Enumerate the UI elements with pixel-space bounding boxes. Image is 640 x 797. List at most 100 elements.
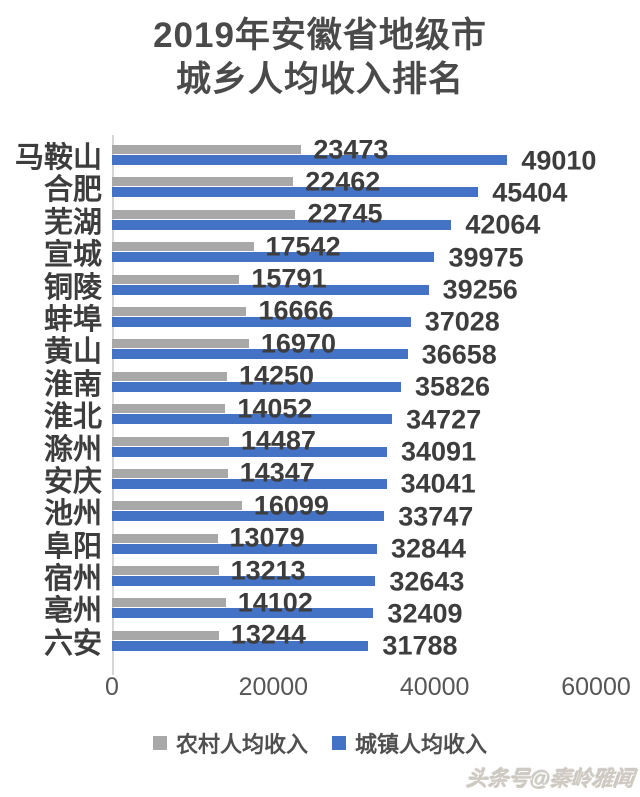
category-label: 黄山 xyxy=(43,336,102,369)
category-label: 池州 xyxy=(43,498,102,531)
urban-value-label: 34727 xyxy=(406,404,482,435)
rural-value-label: 13213 xyxy=(230,555,306,586)
chart-title-line1: 2019年安徽省地级市 xyxy=(153,16,487,55)
urban-bar xyxy=(112,284,429,295)
legend-label: 城镇人均收入 xyxy=(355,732,488,758)
rural-value-label: 16666 xyxy=(258,295,334,326)
rural-bar xyxy=(112,566,219,576)
rural-bar xyxy=(112,371,227,381)
legend-item: 农村人均收入 xyxy=(152,727,308,759)
chart-row: 蚌埠 16666 37028 xyxy=(0,297,640,337)
category-label: 铜陵 xyxy=(43,271,102,304)
row-plot: 22462 45404 xyxy=(112,168,596,208)
urban-bar xyxy=(112,543,377,554)
rural-value-label: 22462 xyxy=(305,166,381,197)
chart-row: 铜陵 15791 39256 xyxy=(0,265,640,305)
urban-value-label: 49010 xyxy=(521,145,597,175)
urban-value-label: 33747 xyxy=(398,501,474,532)
legend-swatch-icon xyxy=(152,736,167,751)
chart-row: 安庆 14347 34041 xyxy=(0,459,640,499)
row-plot: 16666 37028 xyxy=(112,297,596,337)
rural-bar xyxy=(112,339,249,349)
urban-value-label: 31788 xyxy=(382,630,458,661)
category-label: 宿州 xyxy=(43,563,102,596)
category-label: 阜阳 xyxy=(43,530,102,563)
rural-value-label: 13244 xyxy=(230,619,306,650)
x-axis-tick: 0 xyxy=(105,673,119,702)
watermark-text: 头条号@秦岭雅闻 xyxy=(465,768,636,791)
urban-bar xyxy=(112,187,479,198)
x-axis-tick: 40000 xyxy=(399,673,470,702)
urban-value-label: 37028 xyxy=(424,306,500,337)
urban-value-label: 32409 xyxy=(387,598,463,629)
rural-value-label: 14102 xyxy=(237,587,313,618)
chart-row: 阜阳 13079 32844 xyxy=(0,524,640,564)
chart-row: 淮北 14052 34727 xyxy=(0,395,640,435)
legend: 农村人均收入 城镇人均收入 xyxy=(0,727,640,759)
row-plot: 15791 39256 xyxy=(112,265,596,305)
chart-row: 池州 16099 33747 xyxy=(0,492,640,532)
rural-bar xyxy=(112,209,296,219)
chart-row: 淮南 14250 35826 xyxy=(0,362,640,402)
chart-row: 马鞍山 23473 49010 xyxy=(0,136,640,175)
x-axis-tick: 20000 xyxy=(238,673,309,702)
category-label: 淮南 xyxy=(43,368,102,401)
urban-value-label: 32844 xyxy=(390,533,467,564)
category-label: 马鞍山 xyxy=(14,142,102,174)
chart-row: 宿州 13213 32643 xyxy=(0,557,640,597)
category-label: 滁州 xyxy=(43,433,102,466)
row-plot: 14102 32409 xyxy=(112,589,596,629)
urban-bar xyxy=(112,219,452,230)
rural-value-label: 14250 xyxy=(238,360,315,391)
urban-value-label: 39256 xyxy=(442,274,518,305)
rural-value-label: 16970 xyxy=(260,328,336,359)
rural-value-label: 13079 xyxy=(229,522,305,553)
rural-bar xyxy=(112,404,226,414)
rural-bar xyxy=(112,242,254,252)
row-plot: 22745 42064 xyxy=(112,200,596,240)
urban-value-label: 32643 xyxy=(389,566,465,597)
rural-value-label: 23473 xyxy=(313,134,389,164)
rural-bar xyxy=(112,306,247,316)
urban-bar xyxy=(112,478,387,489)
legend-label: 农村人均收入 xyxy=(175,732,308,758)
rural-bar xyxy=(112,598,226,608)
urban-bar xyxy=(112,446,387,457)
row-plot: 13213 32643 xyxy=(112,557,596,597)
category-label: 芜湖 xyxy=(43,206,102,239)
urban-value-label: 34041 xyxy=(400,468,476,499)
category-label: 淮北 xyxy=(43,401,102,434)
urban-bar xyxy=(112,576,376,587)
row-plot: 14250 35826 xyxy=(112,362,596,402)
urban-value-label: 45404 xyxy=(492,177,568,208)
row-plot: 13244 31788 xyxy=(112,621,596,661)
chart-row: 滁州 14487 34091 xyxy=(0,427,640,467)
rural-bar xyxy=(112,630,219,640)
urban-value-label: 42064 xyxy=(465,209,541,240)
x-axis: 0 20000 40000 60000 xyxy=(105,673,631,705)
urban-value-label: 34091 xyxy=(401,436,477,467)
rural-bar xyxy=(112,436,229,446)
row-plot: 14487 34091 xyxy=(112,427,596,467)
urban-bar xyxy=(112,640,369,651)
rural-value-label: 16099 xyxy=(253,490,329,521)
rural-bar xyxy=(112,274,240,284)
chart-row: 六安 13244 31788 xyxy=(0,621,640,661)
row-plot: 23473 49010 xyxy=(112,136,597,175)
urban-bar xyxy=(112,252,435,263)
category-label: 六安 xyxy=(43,627,102,660)
rural-value-label: 14487 xyxy=(240,425,316,456)
rural-bar xyxy=(112,501,242,511)
rural-value-label: 17542 xyxy=(265,231,341,262)
plot-area: 马鞍山 23473 49010 合肥 22462 45404 芜湖 22745 42064 宣城 1… xyxy=(0,135,640,676)
urban-bar xyxy=(112,155,508,165)
chart-row: 芜湖 22745 42064 xyxy=(0,200,640,240)
row-plot: 16099 33747 xyxy=(112,492,596,532)
rural-value-label: 22745 xyxy=(307,198,383,229)
urban-value-label: 35826 xyxy=(414,371,491,402)
chart-row: 亳州 14102 32409 xyxy=(0,589,640,629)
chart-title-line2: 城乡人均收入排名 xyxy=(175,60,464,99)
category-label: 合肥 xyxy=(43,174,102,207)
urban-bar xyxy=(112,511,385,522)
